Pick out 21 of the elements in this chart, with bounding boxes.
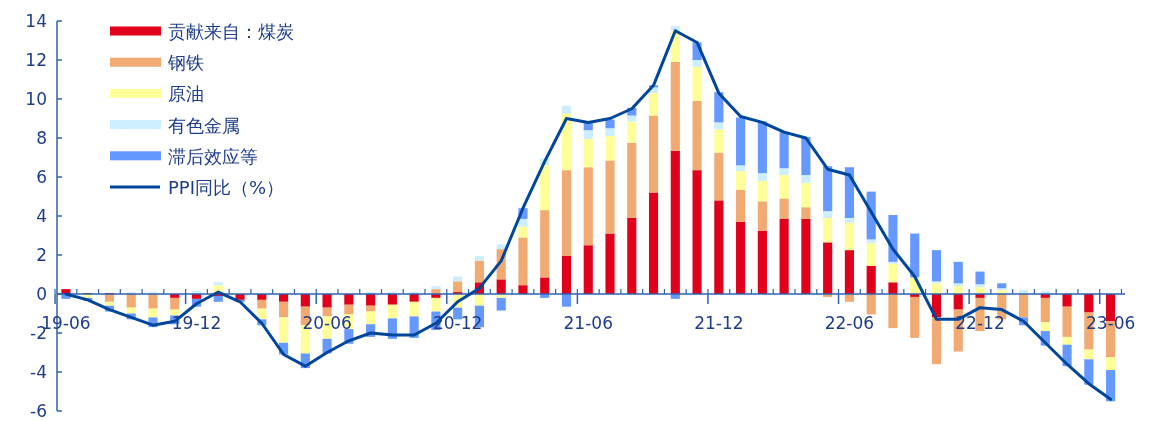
y-tick-label: 8 xyxy=(36,128,47,148)
x-tick-label: 22-06 xyxy=(824,313,875,333)
x-tick-label: 20-06 xyxy=(302,313,352,333)
x-tick-label: 19-12 xyxy=(171,313,222,333)
legend-label: 有色金属 xyxy=(168,114,240,136)
legend-label: 钢铁 xyxy=(167,52,204,74)
y-tick-label: 2 xyxy=(36,245,47,265)
legend-label: 滞后效应等 xyxy=(168,145,258,167)
y-tick-label: 14 xyxy=(25,11,47,31)
legend-label: 贡献来自：煤炭 xyxy=(168,21,294,42)
y-tick-label: 6 xyxy=(36,167,47,187)
y-tick-label: 10 xyxy=(25,89,47,109)
y-tick-label: 4 xyxy=(36,206,47,226)
y-tick-label: -4 xyxy=(30,362,47,382)
x-tick-label: 21-12 xyxy=(694,313,744,333)
y-tick-label: 12 xyxy=(25,50,47,70)
legend-label: PPI同比（%） xyxy=(168,177,285,198)
legend-label: 原油 xyxy=(168,83,204,105)
y-tick-label: 0 xyxy=(36,284,47,304)
x-tick-label: 21-06 xyxy=(563,313,613,333)
y-tick-label: -6 xyxy=(30,401,47,421)
